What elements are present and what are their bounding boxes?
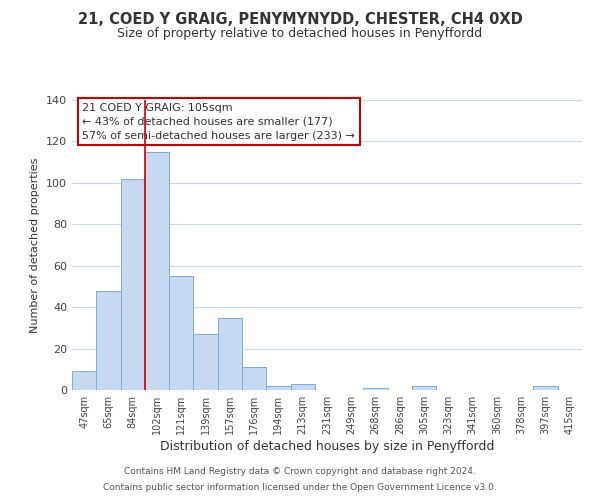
Bar — [290, 384, 315, 390]
Text: Size of property relative to detached houses in Penyffordd: Size of property relative to detached ho… — [118, 28, 482, 40]
Y-axis label: Number of detached properties: Number of detached properties — [31, 158, 40, 332]
Bar — [169, 276, 193, 390]
Text: Contains HM Land Registry data © Crown copyright and database right 2024.: Contains HM Land Registry data © Crown c… — [124, 467, 476, 476]
Bar — [533, 386, 558, 390]
Bar — [266, 386, 290, 390]
X-axis label: Distribution of detached houses by size in Penyffordd: Distribution of detached houses by size … — [160, 440, 494, 453]
Bar — [193, 334, 218, 390]
Bar — [145, 152, 169, 390]
Bar — [96, 290, 121, 390]
Bar — [72, 372, 96, 390]
Bar — [412, 386, 436, 390]
Text: Contains public sector information licensed under the Open Government Licence v3: Contains public sector information licen… — [103, 484, 497, 492]
Bar — [121, 178, 145, 390]
Bar — [242, 367, 266, 390]
Bar — [218, 318, 242, 390]
Bar — [364, 388, 388, 390]
Text: 21 COED Y GRAIG: 105sqm
← 43% of detached houses are smaller (177)
57% of semi-d: 21 COED Y GRAIG: 105sqm ← 43% of detache… — [82, 103, 355, 141]
Text: 21, COED Y GRAIG, PENYMYNYDD, CHESTER, CH4 0XD: 21, COED Y GRAIG, PENYMYNYDD, CHESTER, C… — [77, 12, 523, 28]
